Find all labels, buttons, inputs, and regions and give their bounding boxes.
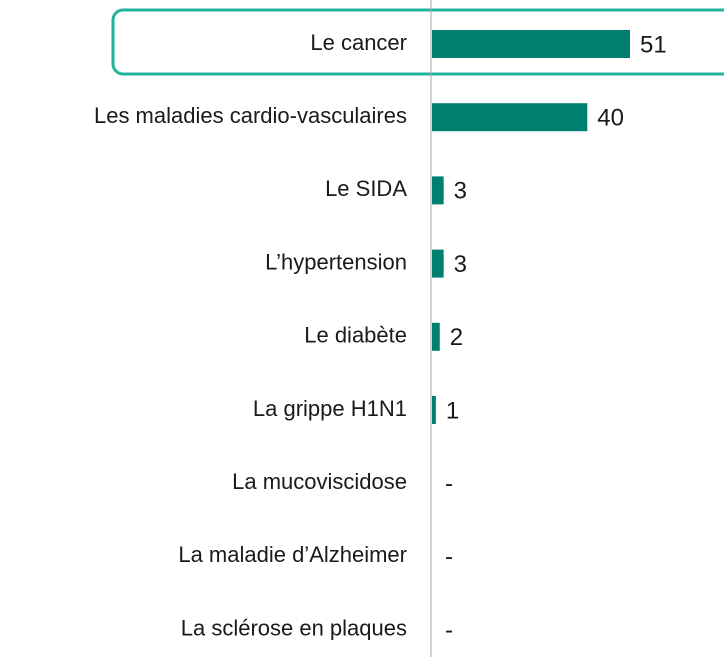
bar (432, 30, 630, 58)
category-label: La maladie d’Alzheimer (178, 542, 407, 567)
category-label: La grippe H1N1 (253, 396, 407, 421)
category-label: Les maladies cardio-vasculaires (94, 103, 407, 128)
category-label: Le SIDA (325, 176, 407, 201)
value-label: - (445, 471, 453, 498)
value-label: 3 (454, 251, 467, 278)
value-label: 2 (450, 324, 463, 351)
category-label: L’hypertension (265, 249, 407, 274)
highlight-box (111, 8, 724, 76)
value-label: 51 (640, 31, 667, 58)
value-label: 3 (454, 178, 467, 205)
bar (432, 103, 588, 132)
category-label: La mucoviscidose (232, 469, 407, 494)
bar (432, 322, 440, 351)
bar (432, 176, 444, 205)
bar (432, 249, 444, 278)
value-label: 40 (597, 105, 624, 132)
category-label: Le cancer (310, 30, 407, 55)
bar (432, 396, 436, 424)
category-label: Le diabète (304, 323, 407, 348)
value-label: - (445, 544, 453, 571)
value-label: 1 (446, 397, 459, 424)
value-label: - (445, 617, 453, 644)
category-label: La sclérose en plaques (181, 615, 407, 640)
